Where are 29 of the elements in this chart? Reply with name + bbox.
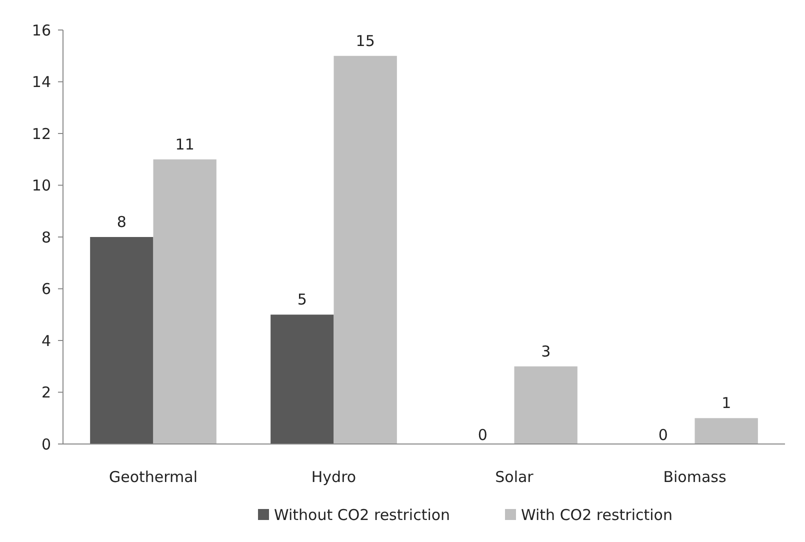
y-tick-label: 16 <box>32 21 51 40</box>
bar <box>334 56 397 444</box>
y-tick-label: 14 <box>32 73 51 91</box>
data-label: 15 <box>356 32 375 50</box>
y-tick-label: 8 <box>41 228 51 246</box>
bar <box>694 418 758 444</box>
x-tick-label: Biomass <box>663 468 726 486</box>
data-label: 5 <box>297 290 307 309</box>
x-tick-label: Hydro <box>311 468 356 486</box>
legend-label: Without CO2 restriction <box>274 506 450 524</box>
y-tick-label: 4 <box>41 332 51 350</box>
y-tick-label: 6 <box>41 280 51 298</box>
data-label: 0 <box>658 426 668 444</box>
data-label: 0 <box>478 426 488 444</box>
bar <box>153 159 216 444</box>
y-tick-label: 0 <box>41 435 51 454</box>
bar <box>270 314 334 444</box>
x-tick-label: Geothermal <box>108 468 198 486</box>
y-tick-label: 12 <box>32 124 51 143</box>
data-label: 1 <box>722 394 732 412</box>
bar <box>514 366 578 444</box>
x-tick-label: Solar <box>495 468 534 486</box>
legend-label: With CO2 restriction <box>521 506 672 524</box>
data-label: 3 <box>541 342 551 360</box>
y-tick-label: 2 <box>41 384 51 402</box>
data-label: 8 <box>116 213 126 231</box>
data-label: 11 <box>175 135 194 154</box>
y-tick-label: 10 <box>32 176 51 194</box>
bar <box>90 237 154 444</box>
